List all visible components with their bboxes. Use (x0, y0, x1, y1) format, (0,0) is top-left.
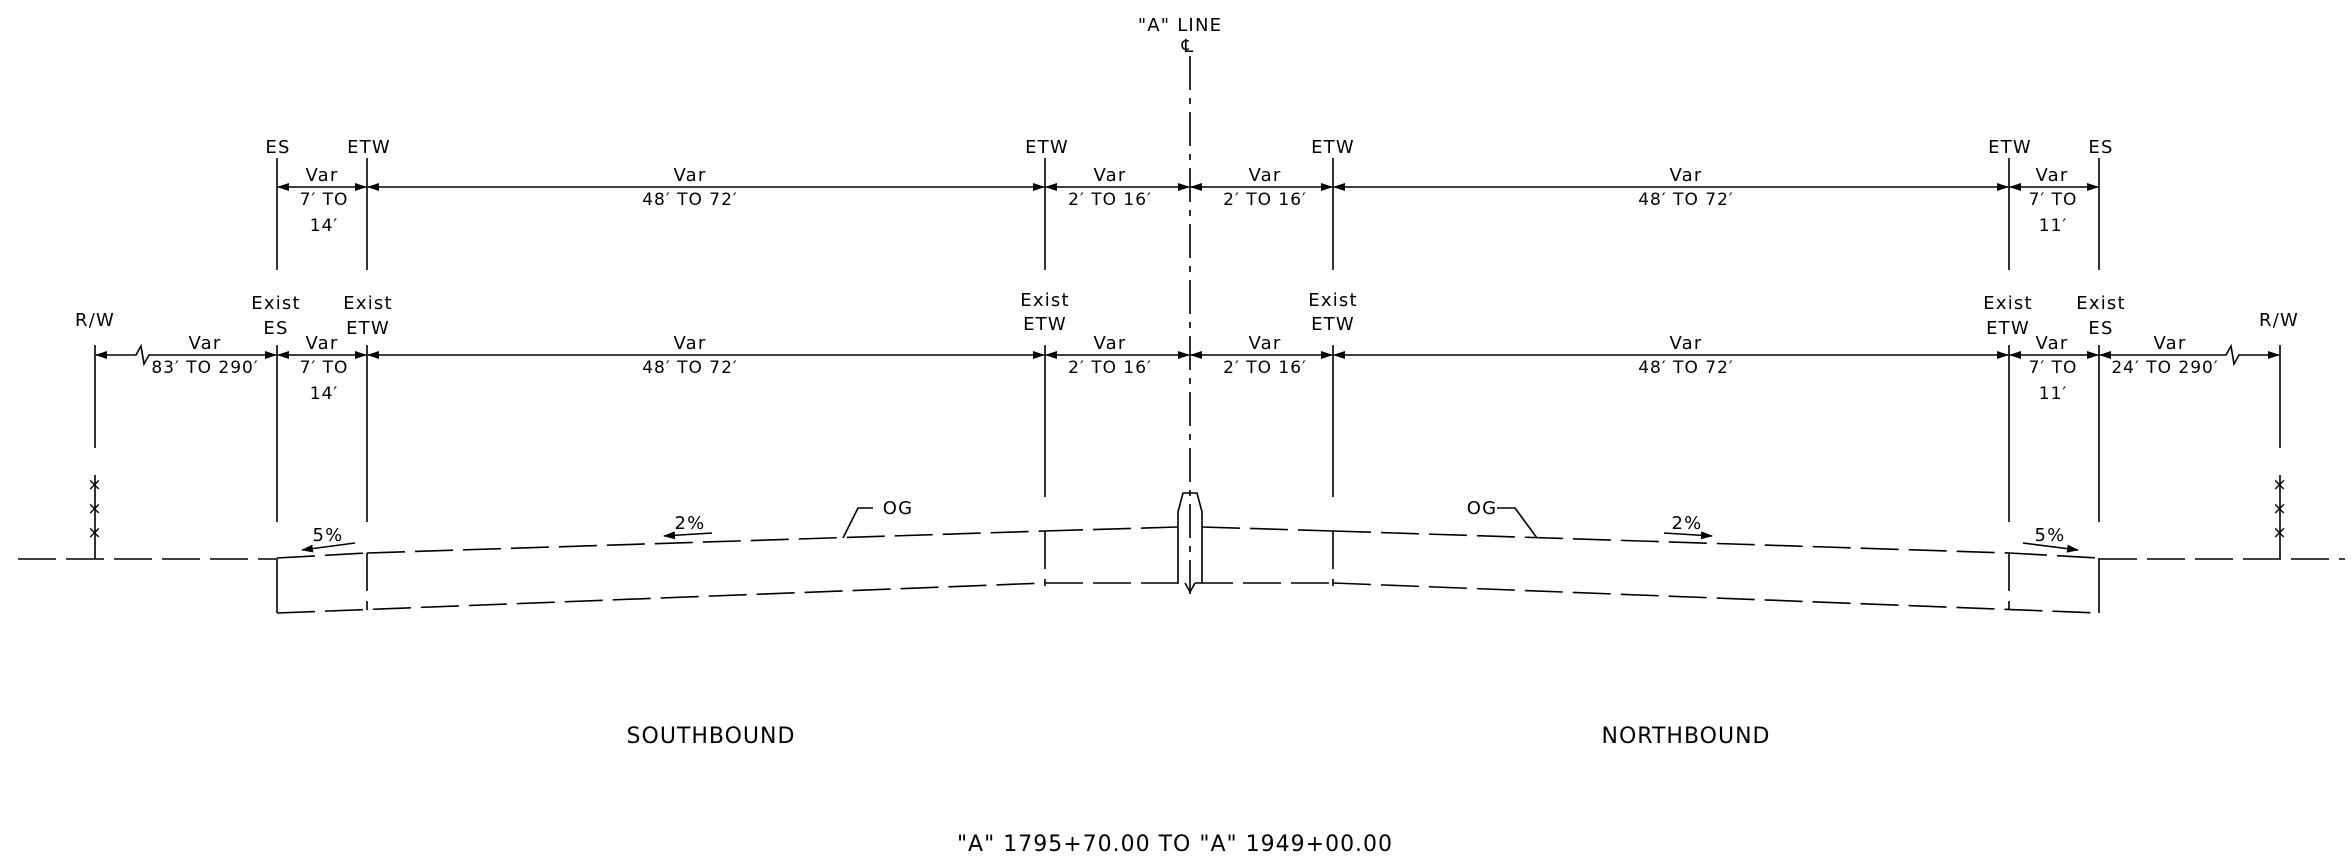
upper-dim-5-range: 48′ TO 72′ (1638, 190, 1734, 210)
lower-rw-right: R/W (2259, 310, 2299, 331)
upper-dim-4-range: 2′ TO 16′ (1223, 190, 1307, 210)
slope-arrows (301, 531, 2079, 553)
lower-dim-7-range: 7′ TO (2029, 358, 2078, 378)
lower-extension-lines (94, 345, 2281, 522)
svg-text:×: × (2272, 499, 2287, 519)
lower-exist-etw-right-2: ETW (1986, 318, 2030, 339)
lower-dim-3-range: 48′ TO 72′ (642, 358, 738, 378)
lower-dim-8-var: Var (2154, 333, 2187, 354)
upper-extension-lines (276, 158, 2100, 270)
upper-etw-left: ETW (347, 137, 391, 158)
lower-dim-2-var: Var (306, 333, 339, 354)
southbound-caption: SOUTHBOUND (627, 724, 796, 749)
upper-etw-right: ETW (1988, 137, 2032, 158)
svg-text:×: × (87, 499, 102, 519)
og-label-right: OG (1467, 498, 1498, 519)
lower-dim-7-var: Var (2036, 333, 2069, 354)
upper-dim-3-range: 2′ TO 16′ (1068, 190, 1152, 210)
og-label-left: OG (883, 498, 914, 519)
lower-exist-es-left-1: Exist (251, 293, 300, 314)
slope-left-shoulder: 5% (313, 525, 344, 546)
slope-left-lanes: 2% (675, 513, 706, 534)
lower-dim-4-range: 2′ TO 16′ (1068, 358, 1152, 378)
upper-dim-5-var: Var (1670, 165, 1703, 186)
upper-dim-2-var: Var (674, 165, 707, 186)
centerline-label: "A" LINE (1138, 15, 1222, 36)
upper-es-left: ES (265, 137, 290, 158)
rw-fence-left: × × × (87, 475, 102, 559)
upper-dim-6-range2: 11′ (2039, 216, 2068, 236)
lower-dim-2-range2: 14′ (310, 384, 339, 404)
lower-exist-median-left-2: ETW (1023, 314, 1067, 335)
upper-dim-1-range: 7′ TO (300, 190, 349, 210)
upper-dim-3-var: Var (1094, 165, 1127, 186)
median-barrier (1177, 492, 1203, 583)
lower-dim-1-range: 83′ TO 290′ (151, 358, 258, 378)
lower-exist-etw-left-1: Exist (343, 293, 392, 314)
lower-dimension-lines (95, 343, 2280, 367)
northbound-caption: NORTHBOUND (1602, 724, 1771, 749)
rw-fence-right: × × × (2272, 475, 2287, 559)
upper-dim-1-range2: 14′ (310, 216, 339, 236)
og-callout-left (842, 507, 873, 539)
lower-dim-6-range: 48′ TO 72′ (1638, 358, 1734, 378)
lower-dim-6-var: Var (1670, 333, 1703, 354)
upper-etw-median-left: ETW (1025, 137, 1069, 158)
lower-dim-1-var: Var (189, 333, 222, 354)
upper-etw-median-right: ETW (1311, 137, 1355, 158)
og-callout-right (1497, 507, 1538, 539)
svg-text:×: × (87, 523, 102, 543)
centerline-symbol: ℄ (1181, 36, 1195, 57)
upper-dim-6-range: 7′ TO (2029, 190, 2078, 210)
lower-dim-7-range2: 11′ (2039, 384, 2068, 404)
slope-right-lanes: 2% (1672, 513, 1703, 534)
pavement-top-surface (276, 526, 2100, 559)
lower-dim-5-range: 2′ TO 16′ (1223, 358, 1307, 378)
upper-dim-2-range: 48′ TO 72′ (642, 190, 738, 210)
lower-exist-median-right-1: Exist (1308, 290, 1357, 311)
upper-dim-1-var: Var (306, 165, 339, 186)
lower-exist-es-right-1: Exist (2076, 293, 2125, 314)
upper-dim-6-var: Var (2036, 165, 2069, 186)
lower-dim-8-range: 24′ TO 290′ (2111, 358, 2218, 378)
lower-rw-left: R/W (75, 310, 115, 331)
upper-dim-4-var: Var (1249, 165, 1282, 186)
svg-text:×: × (2272, 523, 2287, 543)
lower-exist-median-left-1: Exist (1020, 290, 1069, 311)
station-range-caption: "A" 1795+70.00 TO "A" 1949+00.00 (957, 832, 1393, 857)
lower-exist-es-right-2: ES (2088, 318, 2113, 339)
upper-es-right: ES (2088, 137, 2113, 158)
lower-exist-median-right-2: ETW (1311, 314, 1355, 335)
lower-dim-3-var: Var (674, 333, 707, 354)
slope-right-shoulder: 5% (2035, 525, 2066, 546)
lower-dim-5-var: Var (1249, 333, 1282, 354)
lower-exist-es-left-2: ES (263, 318, 288, 339)
pavement-bottom-surface (276, 531, 2100, 614)
lower-exist-etw-right-1: Exist (1983, 293, 2032, 314)
svg-text:×: × (2272, 475, 2287, 495)
lower-dim-2-range: 7′ TO (300, 358, 349, 378)
lower-dim-4-var: Var (1094, 333, 1127, 354)
svg-text:×: × (87, 475, 102, 495)
lower-exist-etw-left-2: ETW (346, 318, 390, 339)
